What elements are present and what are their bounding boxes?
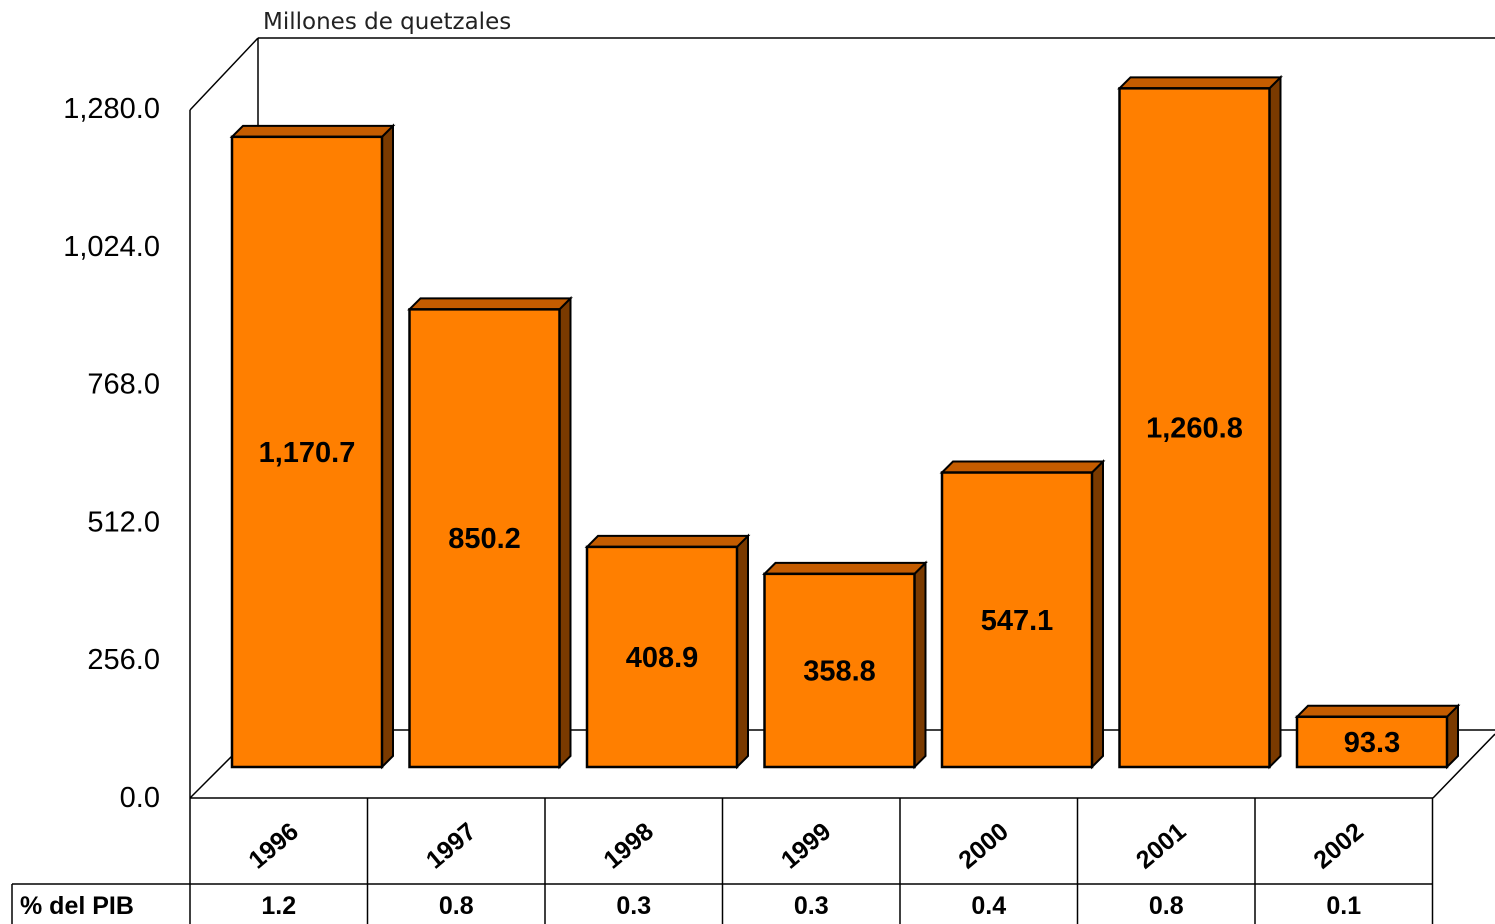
bar-2000: 547.1 [939,459,1106,770]
x-tick-label: 1997 [421,817,482,874]
bar-top [1294,704,1461,718]
y-tick-label: 512.0 [87,506,160,538]
bar-side [381,123,394,770]
table-cell-value: 0.3 [616,892,651,920]
y-axis-ticks: 0.0 256.0 512.0 768.0 1,024.0 1,280.0 [63,93,160,814]
bar-value-label: 1,170.7 [259,437,356,469]
y-tick-label: 1,280.0 [63,93,160,125]
table-cell-value: 0.4 [971,892,1006,920]
bar-top [229,124,396,138]
bar-1997: 850.2 [407,295,573,770]
bar-top [1117,76,1283,90]
bar-1998: 408.9 [584,533,751,770]
bar-1996: 1,170.7 [229,123,396,770]
bar-top [939,460,1106,474]
bar-1999: 358.8 [762,560,928,770]
bar-value-label: 93.3 [1344,727,1400,759]
table-cell-value: 1.2 [261,892,296,920]
x-tick-label: 1996 [243,817,304,874]
bar-side [736,533,749,770]
bar-side [913,560,927,770]
x-tick-label: 2001 [1131,817,1192,874]
table-cell-value: 0.3 [794,892,829,920]
bar-front [1295,715,1449,769]
bar-side [1268,74,1282,770]
bar-front [940,471,1094,769]
bar-front [763,572,916,769]
bar-value-label: 408.9 [626,642,699,674]
bar-top [407,297,573,311]
bar-2002: 93.3 [1294,703,1461,770]
y-tick-label: 256.0 [87,644,160,676]
bar-front [408,308,561,769]
frame-floor-right-diagonal [1432,733,1495,799]
bar-2001: 1,260.8 [1117,74,1283,770]
bar-top [762,561,928,575]
data-table: % del PIB 1996 1.2 1997 0.8 1998 0.3 1999 0.3 200… [11,798,1434,924]
x-tick-label: 1999 [776,817,837,874]
table-row-label: % del PIB [20,892,134,920]
bar-front [230,135,384,769]
bar-side [1091,459,1104,770]
x-tick-label: 2002 [1308,817,1369,874]
frame-left-diagonal-top [189,37,259,111]
y-tick-label: 1,024.0 [63,231,160,263]
x-tick-label: 2000 [953,817,1014,874]
table-cell-value: 0.8 [1149,892,1184,920]
bar-value-label: 358.8 [803,655,876,687]
bars: 1,170.7 850.2 408.9 358.8 547.1 1,260.8 93.3 [229,74,1461,770]
bar-front [1118,87,1271,769]
bar-value-label: 547.1 [981,605,1054,637]
y-tick-label: 768.0 [87,369,160,401]
bar-top [584,534,751,548]
table-cell-value: 0.1 [1326,892,1361,920]
y-tick-label: 0.0 [120,782,160,814]
bar-value-label: 850.2 [448,523,521,555]
x-tick-label: 1998 [598,817,659,874]
table-cell-value: 0.8 [439,892,474,920]
unit-label: Millones de quetzales [263,9,511,35]
bar-front [585,545,739,769]
bar-side [558,295,572,770]
bar-value-label: 1,260.8 [1146,413,1243,445]
